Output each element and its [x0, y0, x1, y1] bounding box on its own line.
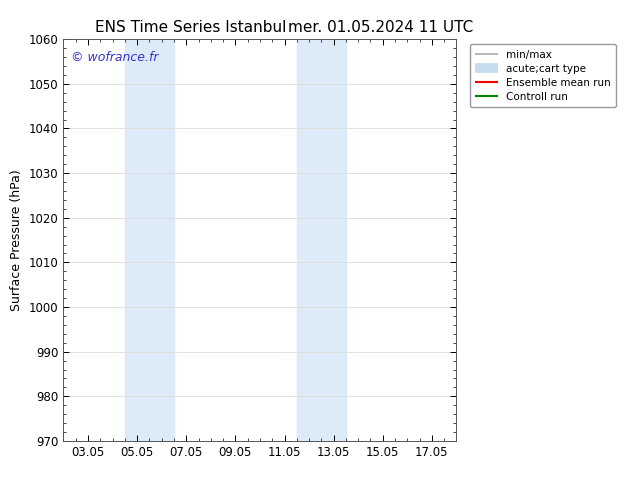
Legend: min/max, acute;cart type, Ensemble mean run, Controll run: min/max, acute;cart type, Ensemble mean …	[470, 45, 616, 107]
Bar	[125, 39, 174, 441]
Text: mer. 01.05.2024 11 UTC: mer. 01.05.2024 11 UTC	[288, 20, 473, 35]
Bar	[297, 39, 346, 441]
Text: ENS Time Series Istanbul: ENS Time Series Istanbul	[94, 20, 286, 35]
Text: © wofrance.fr: © wofrance.fr	[71, 51, 158, 64]
Y-axis label: Surface Pressure (hPa): Surface Pressure (hPa)	[10, 169, 23, 311]
